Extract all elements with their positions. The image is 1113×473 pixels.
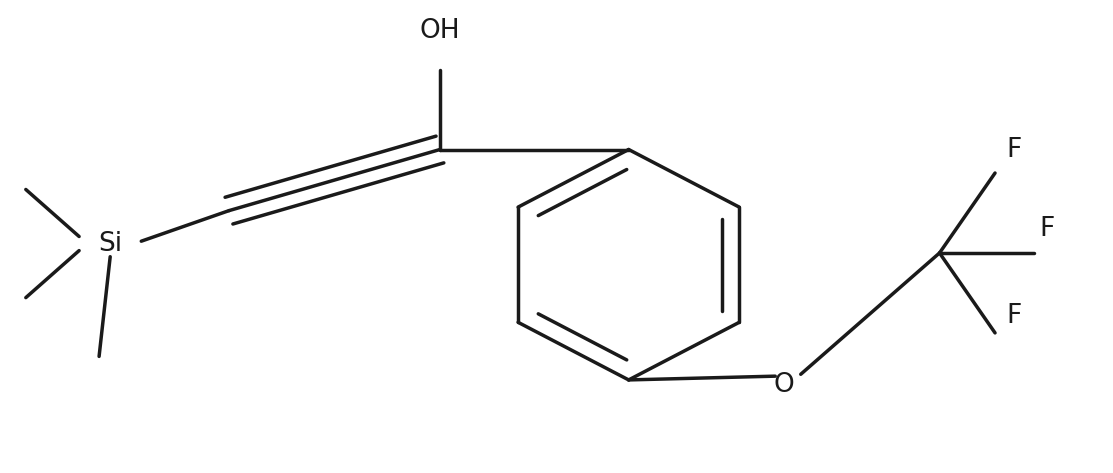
Text: Si: Si: [98, 230, 122, 256]
Text: F: F: [1040, 217, 1055, 243]
Text: F: F: [1006, 304, 1022, 329]
Text: O: O: [774, 372, 795, 398]
Text: OH: OH: [420, 18, 461, 44]
Text: F: F: [1006, 137, 1022, 163]
